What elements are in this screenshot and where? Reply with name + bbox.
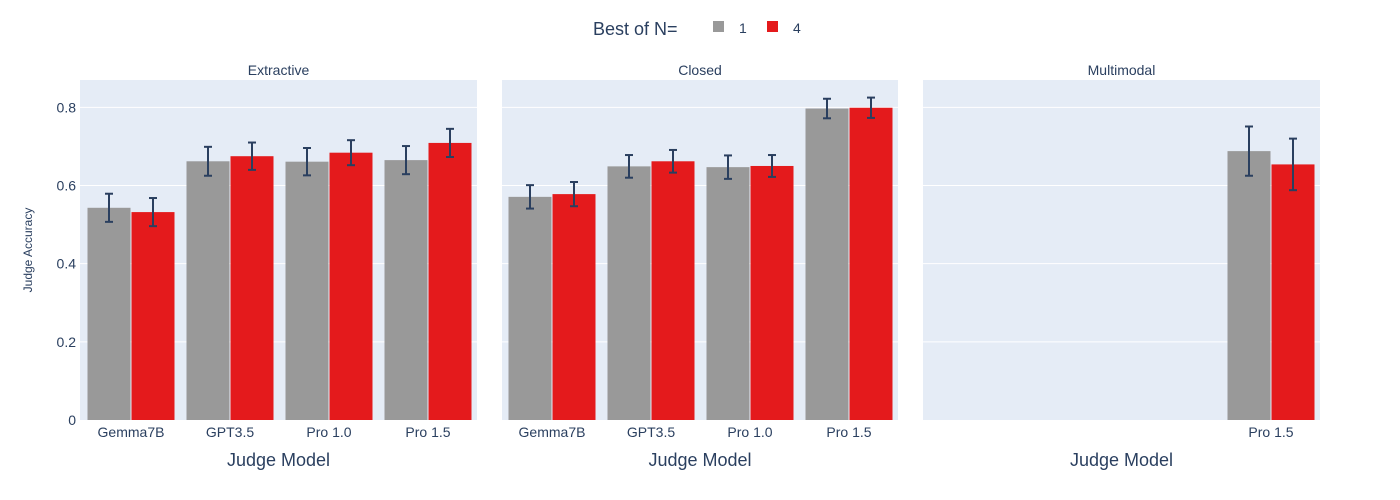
- bar-4-pro1.0: [329, 152, 373, 421]
- bar-4-gpt3.5: [230, 156, 274, 420]
- x-tick-label: GPT3.5: [206, 424, 254, 440]
- bar-4-pro1.5: [1271, 164, 1315, 420]
- bar-1-pro1.0: [285, 161, 329, 420]
- x-axis-label: Judge Model: [1070, 450, 1173, 470]
- error-bar: [303, 147, 311, 177]
- bar-4-pro1.0: [750, 165, 794, 420]
- x-tick-label: GPT3.5: [627, 424, 675, 440]
- error-bar: [526, 184, 534, 210]
- x-tick-label: Gemma7B: [519, 424, 586, 440]
- error-bar: [248, 141, 256, 171]
- panels: Extractive Judge Model Gemma7B GPT3.5 Pro 1.…: [57, 62, 1320, 470]
- bar-4-gemma7b: [131, 212, 175, 420]
- error-bar: [149, 197, 157, 228]
- panel-title: Closed: [678, 62, 722, 78]
- x-axis-label: Judge Model: [227, 450, 330, 470]
- y-tick-label: 0.8: [57, 99, 77, 115]
- legend-label-1: 1: [739, 20, 747, 36]
- legend-swatch-4: [767, 21, 778, 32]
- y-tick-label: 0.6: [57, 178, 77, 194]
- y-axis-label: Judge Accuracy: [21, 208, 35, 293]
- legend-title: Best of N=: [593, 19, 678, 39]
- bar-4-pro1.5: [428, 142, 472, 420]
- error-bar: [347, 139, 355, 167]
- x-tick-label: Gemma7B: [98, 424, 165, 440]
- x-tick-label: Pro 1.0: [727, 424, 772, 440]
- error-bar: [1245, 125, 1253, 177]
- error-bar: [105, 192, 113, 223]
- error-bar: [724, 154, 732, 180]
- bar-4-pro1.5: [849, 107, 893, 420]
- error-bar: [625, 154, 633, 179]
- error-bar: [768, 154, 776, 178]
- bar-1-gpt3.5: [607, 166, 651, 420]
- bar-1-gemma7b: [508, 196, 552, 420]
- x-tick-label: Pro 1.0: [306, 424, 351, 440]
- x-axis-label: Judge Model: [648, 450, 751, 470]
- legend: Best of N= 1 4: [593, 19, 801, 39]
- bar-1-pro1.0: [706, 167, 750, 420]
- error-bar: [669, 148, 677, 174]
- panel-1: Closed Judge Model Gemma7B GPT3.5 Pro 1.0 Pro…: [502, 62, 898, 470]
- bar-4-gemma7b: [552, 194, 596, 420]
- legend-swatch-1: [713, 21, 724, 32]
- panel-title: Multimodal: [1088, 62, 1156, 78]
- panel-0: Extractive Judge Model Gemma7B GPT3.5 Pro 1.…: [80, 62, 477, 470]
- bar-1-gpt3.5: [186, 161, 230, 420]
- bar-1-pro1.5: [384, 160, 428, 421]
- y-tick-label: 0: [68, 412, 76, 428]
- bar-1-gemma7b: [87, 207, 131, 420]
- x-tick-label: Pro 1.5: [826, 424, 871, 440]
- legend-label-4: 4: [793, 20, 801, 36]
- y-tick-label: 0.2: [57, 334, 77, 350]
- panel-2: Multimodal Judge Model Pro 1.5: [923, 62, 1320, 470]
- panel-title: Extractive: [248, 62, 310, 78]
- error-bar: [446, 127, 454, 158]
- y-tick-label: 0.4: [57, 256, 77, 272]
- error-bar: [823, 97, 831, 120]
- bar-4-gpt3.5: [651, 161, 695, 420]
- error-bar: [867, 96, 875, 119]
- bar-1-pro1.5: [1227, 151, 1271, 420]
- error-bar: [1289, 137, 1297, 192]
- error-bar: [402, 145, 410, 176]
- x-tick-label: Pro 1.5: [405, 424, 450, 440]
- error-bar: [204, 145, 212, 177]
- error-bar: [570, 181, 578, 208]
- bar-1-pro1.5: [805, 108, 849, 420]
- x-tick-label: Pro 1.5: [1248, 424, 1293, 440]
